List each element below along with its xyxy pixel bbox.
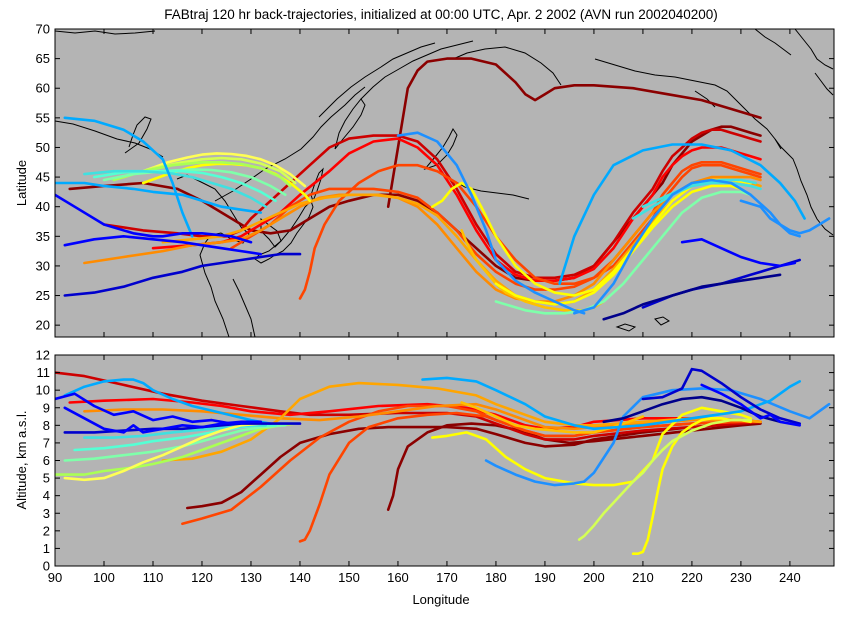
altitude-xtick-label-9: 180: [485, 570, 507, 585]
altitude-ytick-label-9: 9: [43, 400, 50, 415]
map-trajectory-14: [102, 168, 287, 197]
altitude-trajectory-11: [577, 418, 752, 541]
map-trajectory-17: [494, 184, 743, 306]
map-trajectory-23: [739, 199, 831, 235]
altitude-ytick-label-7: 7: [43, 435, 50, 450]
map-trajectory-25: [63, 116, 194, 238]
altitude-trajectory-16: [63, 422, 263, 482]
map-trajectory-31: [55, 193, 253, 244]
map-trajectory-13: [112, 161, 292, 188]
altitude-ytick-label-10: 10: [36, 383, 50, 398]
map-ytick-label-7: 55: [36, 110, 50, 125]
altitude-xtick-label-10: 190: [534, 570, 556, 585]
map-ytick-label-8: 60: [36, 81, 50, 96]
map-trajectories: [55, 57, 831, 321]
altitude-ytick-label-12: 12: [36, 348, 50, 363]
altitude-xtick-label-7: 160: [387, 570, 409, 585]
map-ytick-label-6: 50: [36, 140, 50, 155]
map-panel: 20 25 30 35 40 45 50 55 60 65 70 Latitude: [14, 22, 835, 338]
altitude-trajectory-24: [55, 392, 253, 425]
altitude-ytick-label-11: 11: [37, 365, 51, 380]
map-ytick-label-3: 35: [36, 229, 50, 244]
altitude-trajectory-25: [700, 383, 801, 427]
map-ytick-label-9: 65: [36, 51, 50, 66]
altitude-trajectory-7: [161, 381, 762, 462]
map-trajectory-19: [631, 181, 762, 220]
map-trajectory-29: [63, 235, 263, 256]
map-trajectory-18: [494, 190, 752, 315]
map-trajectory-20: [641, 178, 757, 208]
map-trajectory-28: [602, 273, 782, 321]
map-trajectory-3: [151, 137, 762, 282]
altitude-xtick-label-12: 210: [632, 570, 654, 585]
map-trajectory-16: [83, 169, 267, 208]
altitude-ytick-label-3: 3: [43, 506, 50, 521]
altitude-ytick-label-5: 5: [43, 471, 50, 486]
map-trajectory-11: [141, 152, 307, 188]
altitude-trajectory-13: [63, 424, 287, 462]
altitude-xtick-label-1: 100: [93, 570, 115, 585]
map-frame: [54, 28, 835, 338]
map-trajectory-4: [230, 161, 762, 291]
altitude-ytick-label-8: 8: [43, 418, 50, 433]
altitude-xtick-label-14: 230: [730, 570, 752, 585]
altitude-xtick-label-5: 140: [289, 570, 311, 585]
altitude-trajectory-1: [186, 420, 762, 510]
map-trajectory-0: [386, 57, 762, 208]
altitude-xtick-label-0: 90: [48, 570, 62, 585]
longitude-axis-label: Longitude: [412, 592, 469, 607]
altitude-ytick-label-0: 0: [43, 559, 50, 574]
altitude-ytick-label-2: 2: [43, 523, 50, 538]
altitude-xtick-label-13: 220: [681, 570, 703, 585]
map-plot-area: [55, 29, 834, 337]
map-ytick-label-10: 70: [36, 22, 50, 37]
map-trajectory-21: [396, 131, 586, 315]
altitude-xtick-label-3: 120: [191, 570, 213, 585]
altitude-trajectories: [55, 367, 831, 555]
altitude-ytick-label-1: 1: [43, 541, 50, 556]
latitude-axis-label: Latitude: [14, 160, 29, 206]
map-trajectory-2: [102, 128, 762, 280]
altitude-trajectory-5: [181, 404, 762, 526]
altitude-ytick-label-6: 6: [43, 453, 50, 468]
map-trajectory-32: [55, 181, 263, 214]
altitude-xtick-label-4: 130: [240, 570, 262, 585]
altitude-xtick-label-8: 170: [436, 570, 458, 585]
altitude-trajectory-18: [421, 376, 801, 431]
altitude-trajectory-19: [63, 378, 272, 425]
longitude-tick-labels: 90 100 110 120 130 140 150 160 170 180 190 200 210 22…: [48, 355, 801, 585]
map-ytick-label-4: 40: [36, 199, 50, 214]
altitude-trajectory-9: [431, 406, 752, 487]
altitude-xtick-label-2: 110: [143, 570, 164, 585]
altitude-plot-area: [55, 367, 831, 555]
chart-title: FABtraj 120 hr back-trajectories, initia…: [164, 7, 718, 22]
altitude-trajectory-17: [484, 387, 831, 487]
map-ytick-label-1: 25: [36, 288, 50, 303]
map-trajectory-26: [63, 252, 302, 297]
map-ytick-label-2: 30: [36, 258, 50, 273]
altitude-axis-label: Altitude, km a.s.l.: [14, 411, 29, 510]
latitude-tick-labels: 20 25 30 35 40 45 50 55 60 65 70: [36, 22, 834, 337]
map-ytick-label-0: 20: [36, 318, 50, 333]
altitude-trajectory-12: [55, 422, 297, 476]
map-trajectory-30: [680, 238, 797, 268]
map-ytick-label-5: 45: [36, 170, 50, 185]
altitude-xtick-label-11: 200: [583, 570, 605, 585]
altitude-xtick-label-6: 150: [338, 570, 360, 585]
altitude-ytick-label-4: 4: [43, 488, 50, 503]
map-trajectory-24: [558, 143, 806, 285]
altitude-trajectory-6: [83, 402, 762, 431]
altitude-xtick-label-15: 240: [779, 570, 801, 585]
